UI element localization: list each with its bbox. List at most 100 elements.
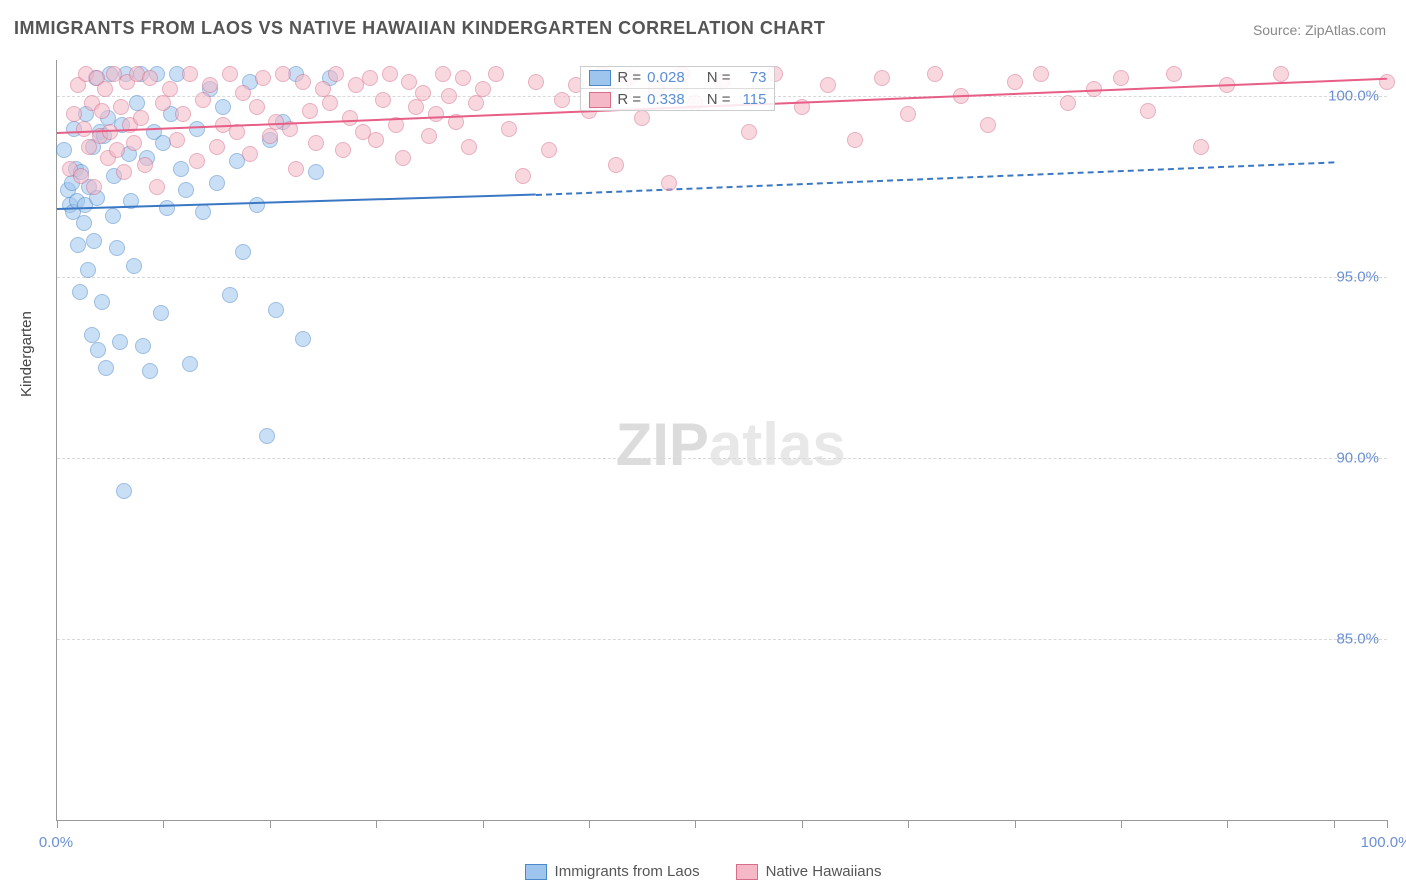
scatter-point [215, 99, 231, 115]
scatter-point [113, 99, 129, 115]
y-tick-label: 95.0% [1336, 269, 1379, 286]
scatter-point [249, 197, 265, 213]
scatter-point [149, 179, 165, 195]
scatter-point [1007, 74, 1023, 90]
scatter-point [1140, 103, 1156, 119]
scatter-point [927, 66, 943, 82]
scatter-point [741, 124, 757, 140]
stats-r-label: R = [617, 91, 641, 108]
scatter-point [455, 70, 471, 86]
scatter-point [461, 139, 477, 155]
chart-title: IMMIGRANTS FROM LAOS VS NATIVE HAWAIIAN … [14, 18, 825, 39]
scatter-point [209, 139, 225, 155]
scatter-point [178, 182, 194, 198]
scatter-point [335, 142, 351, 158]
scatter-point [169, 132, 185, 148]
scatter-point [1113, 70, 1129, 86]
scatter-point [72, 284, 88, 300]
scatter-point [249, 99, 265, 115]
scatter-point [302, 103, 318, 119]
scatter-point [528, 74, 544, 90]
scatter-point [275, 66, 291, 82]
scatter-point [661, 175, 677, 191]
scatter-point [126, 258, 142, 274]
scatter-point [268, 302, 284, 318]
legend-item: Native Hawaiians [736, 863, 882, 880]
scatter-point [195, 204, 211, 220]
stats-r-value: 0.338 [647, 91, 685, 108]
gridline [57, 639, 1387, 640]
legend-swatch [589, 92, 611, 108]
x-tick [1015, 820, 1016, 828]
scatter-point [126, 135, 142, 151]
scatter-point [608, 157, 624, 173]
scatter-point [202, 77, 218, 93]
scatter-point [86, 233, 102, 249]
x-tick [1334, 820, 1335, 828]
x-tick [802, 820, 803, 828]
scatter-point [468, 95, 484, 111]
scatter-point [66, 106, 82, 122]
scatter-point [98, 360, 114, 376]
scatter-point [235, 244, 251, 260]
x-tick [1387, 820, 1388, 828]
scatter-point [142, 363, 158, 379]
scatter-point [554, 92, 570, 108]
scatter-point [395, 150, 411, 166]
legend-label: Immigrants from Laos [555, 863, 700, 880]
scatter-point [105, 208, 121, 224]
scatter-point [102, 124, 118, 140]
scatter-point [308, 164, 324, 180]
legend-label: Native Hawaiians [766, 863, 882, 880]
x-tick [483, 820, 484, 828]
x-tick [695, 820, 696, 828]
scatter-point [112, 334, 128, 350]
legend-item: Immigrants from Laos [525, 863, 700, 880]
scatter-point [308, 135, 324, 151]
stats-n-value: 73 [736, 69, 766, 86]
plot-area: ZIPatlas 85.0%90.0%95.0%100.0%R =0.028N … [56, 60, 1387, 821]
scatter-point [109, 142, 125, 158]
scatter-point [295, 331, 311, 347]
x-tick [57, 820, 58, 828]
scatter-point [634, 110, 650, 126]
scatter-point [162, 81, 178, 97]
scatter-point [94, 294, 110, 310]
scatter-point [182, 66, 198, 82]
scatter-point [94, 103, 110, 119]
scatter-point [56, 142, 72, 158]
trend-line [536, 161, 1334, 196]
scatter-point [173, 161, 189, 177]
x-tick [376, 820, 377, 828]
scatter-point [222, 287, 238, 303]
scatter-point [155, 95, 171, 111]
scatter-point [441, 88, 457, 104]
scatter-point [488, 66, 504, 82]
scatter-point [1273, 66, 1289, 82]
scatter-point [501, 121, 517, 137]
x-tick-label: 0.0% [39, 834, 73, 851]
scatter-point [847, 132, 863, 148]
stats-box: R =0.028N =73R =0.338N =115 [580, 66, 775, 111]
scatter-point [97, 81, 113, 97]
scatter-point [129, 95, 145, 111]
scatter-point [475, 81, 491, 97]
scatter-point [375, 92, 391, 108]
scatter-point [109, 240, 125, 256]
scatter-point [133, 110, 149, 126]
stats-n-value: 115 [736, 91, 766, 108]
watermark-light: atlas [709, 411, 846, 478]
scatter-point [362, 70, 378, 86]
stats-row: R =0.028N =73 [581, 67, 774, 88]
scatter-point [70, 237, 86, 253]
scatter-point [1166, 66, 1182, 82]
y-axis-label: Kindergarten [18, 311, 35, 397]
scatter-point [262, 128, 278, 144]
scatter-point [86, 179, 102, 195]
scatter-point [820, 77, 836, 93]
legend-swatch [736, 864, 758, 880]
scatter-point [255, 70, 271, 86]
scatter-point [900, 106, 916, 122]
scatter-point [189, 121, 205, 137]
scatter-point [415, 85, 431, 101]
